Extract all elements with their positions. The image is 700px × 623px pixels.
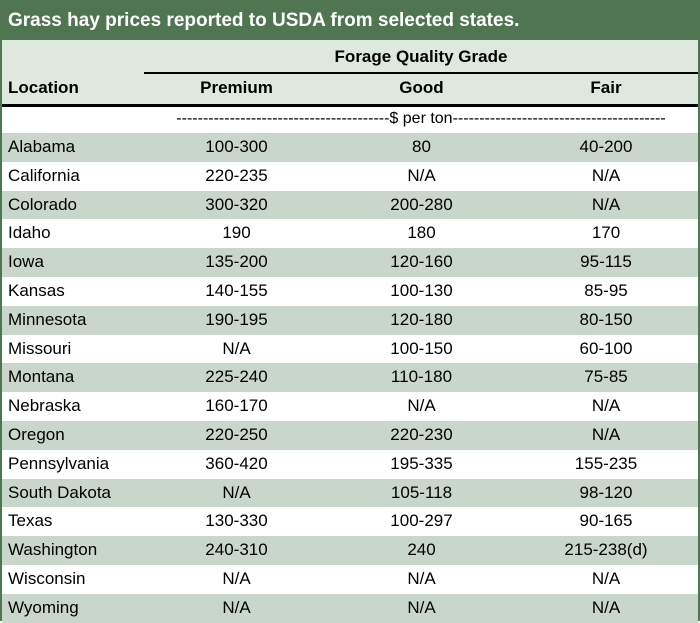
cell-fair: 85-95: [584, 280, 628, 300]
column-header-premium: Premium: [200, 78, 273, 97]
cell-premium: N/A: [222, 568, 251, 588]
cell-location: Alabama: [8, 137, 76, 156]
cell-good: 195-335: [390, 453, 453, 473]
cell-premium: 135-200: [205, 252, 268, 272]
cell-premium: 240-310: [205, 540, 268, 560]
cell-location: Wyoming: [8, 597, 79, 617]
cell-good: 80: [412, 137, 431, 156]
cell-location: Idaho: [8, 223, 51, 243]
table-row: Kansas 140-155 100-130 85-95: [2, 276, 698, 306]
cell-location: Wisconsin: [8, 568, 86, 588]
cell-fair: N/A: [591, 568, 621, 588]
table-row: Texas 130-330 100-297 90-165: [2, 507, 698, 537]
cell-fair: 90-165: [579, 511, 633, 531]
cell-fair: 80-150: [579, 309, 633, 329]
table-row: Pennsylvania 360-420 195-335 155-235: [2, 449, 698, 479]
table-row: Colorado 300-320 200-280 N/A: [2, 190, 698, 220]
table-body: Alabama 100-300 80 40-200 California 220-235 N…: [2, 133, 698, 623]
cell-premium: 100-300: [205, 137, 268, 156]
table-row: Iowa 135-200 120-160 95-115: [2, 248, 698, 277]
cell-fair: 40-200: [579, 137, 633, 156]
table-row: Wisconsin N/A N/A N/A: [2, 564, 698, 594]
cell-good: N/A: [407, 396, 436, 416]
units-row: ----------------------------------------…: [2, 107, 698, 133]
cell-good: 180: [407, 223, 436, 243]
table-row: California 220-235 N/A N/A: [2, 161, 698, 191]
cell-good: 100-297: [390, 511, 453, 531]
cell-premium: 225-240: [205, 367, 268, 387]
cell-location: Oregon: [8, 424, 65, 444]
cell-fair: 60-100: [579, 338, 633, 358]
cell-fair: N/A: [591, 165, 621, 185]
cell-fair: 95-115: [580, 252, 632, 272]
cell-location: California: [8, 165, 80, 185]
table-header: Forage Quality Grade Location Premium Go…: [2, 40, 698, 104]
cell-good: N/A: [407, 165, 436, 185]
cell-location: Minnesota: [8, 309, 87, 329]
group-header: Forage Quality Grade: [334, 47, 508, 66]
cell-location: Colorado: [8, 194, 77, 214]
table-row: Nebraska 160-170 N/A N/A: [2, 392, 698, 421]
cell-premium: 220-235: [205, 165, 268, 185]
cell-good: 120-160: [390, 252, 453, 272]
cell-good: 105-118: [390, 482, 453, 502]
cell-premium: 190-195: [205, 309, 268, 329]
cell-fair: N/A: [591, 597, 621, 617]
cell-premium: N/A: [222, 338, 251, 358]
column-header-location: Location: [8, 78, 79, 97]
table-row: Washington 240-310 240 215-238(d): [2, 536, 698, 565]
group-header-rule: [144, 72, 698, 74]
cell-premium: N/A: [222, 482, 251, 502]
cell-fair: 98-120: [579, 482, 633, 502]
cell-good: 100-150: [390, 338, 453, 358]
cell-location: Washington: [8, 540, 98, 560]
cell-good: 100-130: [390, 280, 453, 300]
cell-good: 120-180: [390, 309, 453, 329]
cell-location: Kansas: [8, 280, 65, 300]
table-row: Wyoming N/A N/A N/A: [2, 593, 698, 623]
cell-fair: 215-238(d): [564, 540, 648, 560]
cell-good: 110-180: [390, 367, 453, 387]
units-label: ----------------------------------------…: [176, 110, 666, 127]
cell-premium: 140-155: [205, 280, 268, 300]
cell-fair: N/A: [591, 396, 621, 416]
table-row: Oregon 220-250 220-230 N/A: [2, 420, 698, 450]
cell-premium: 220-250: [205, 424, 268, 444]
cell-premium: 360-420: [205, 453, 268, 473]
cell-premium: 300-320: [205, 194, 268, 214]
cell-premium: N/A: [222, 597, 251, 617]
cell-location: Pennsylvania: [8, 453, 110, 473]
column-header-fair: Fair: [590, 78, 622, 97]
cell-good: 240: [407, 540, 436, 560]
cell-fair: 75-85: [584, 367, 628, 387]
cell-location: Nebraska: [8, 396, 81, 416]
cell-location: Texas: [8, 511, 53, 531]
table-row: Idaho 190 180 170: [2, 219, 698, 249]
column-header-good: Good: [399, 78, 444, 97]
cell-premium: 160-170: [205, 396, 268, 416]
cell-fair: N/A: [591, 424, 621, 444]
cell-good: N/A: [407, 597, 436, 617]
header-rule: [2, 104, 698, 107]
cell-good: 200-280: [390, 194, 453, 214]
cell-fair: 155-235: [574, 453, 638, 473]
cell-good: 220-230: [390, 424, 453, 444]
cell-location: Iowa: [8, 252, 44, 272]
cell-location: South Dakota: [8, 482, 112, 502]
table-row: South Dakota N/A 105-118 98-120: [2, 478, 698, 508]
table-row: Minnesota 190-195 120-180 80-150: [2, 305, 698, 335]
cell-premium: 130-330: [205, 511, 268, 531]
cell-fair: N/A: [591, 194, 621, 214]
table-row: Missouri N/A 100-150 60-100: [2, 334, 698, 364]
table-row: Montana 225-240 110-180 75-85: [2, 363, 698, 393]
cell-location: Missouri: [8, 338, 72, 358]
cell-premium: 190: [222, 223, 251, 243]
table-title: Grass hay prices reported to USDA from s…: [2, 2, 698, 40]
cell-good: N/A: [407, 568, 436, 588]
cell-location: Montana: [8, 367, 75, 387]
table-row: Alabama 100-300 80 40-200: [2, 133, 698, 162]
cell-fair: 170: [591, 223, 621, 243]
